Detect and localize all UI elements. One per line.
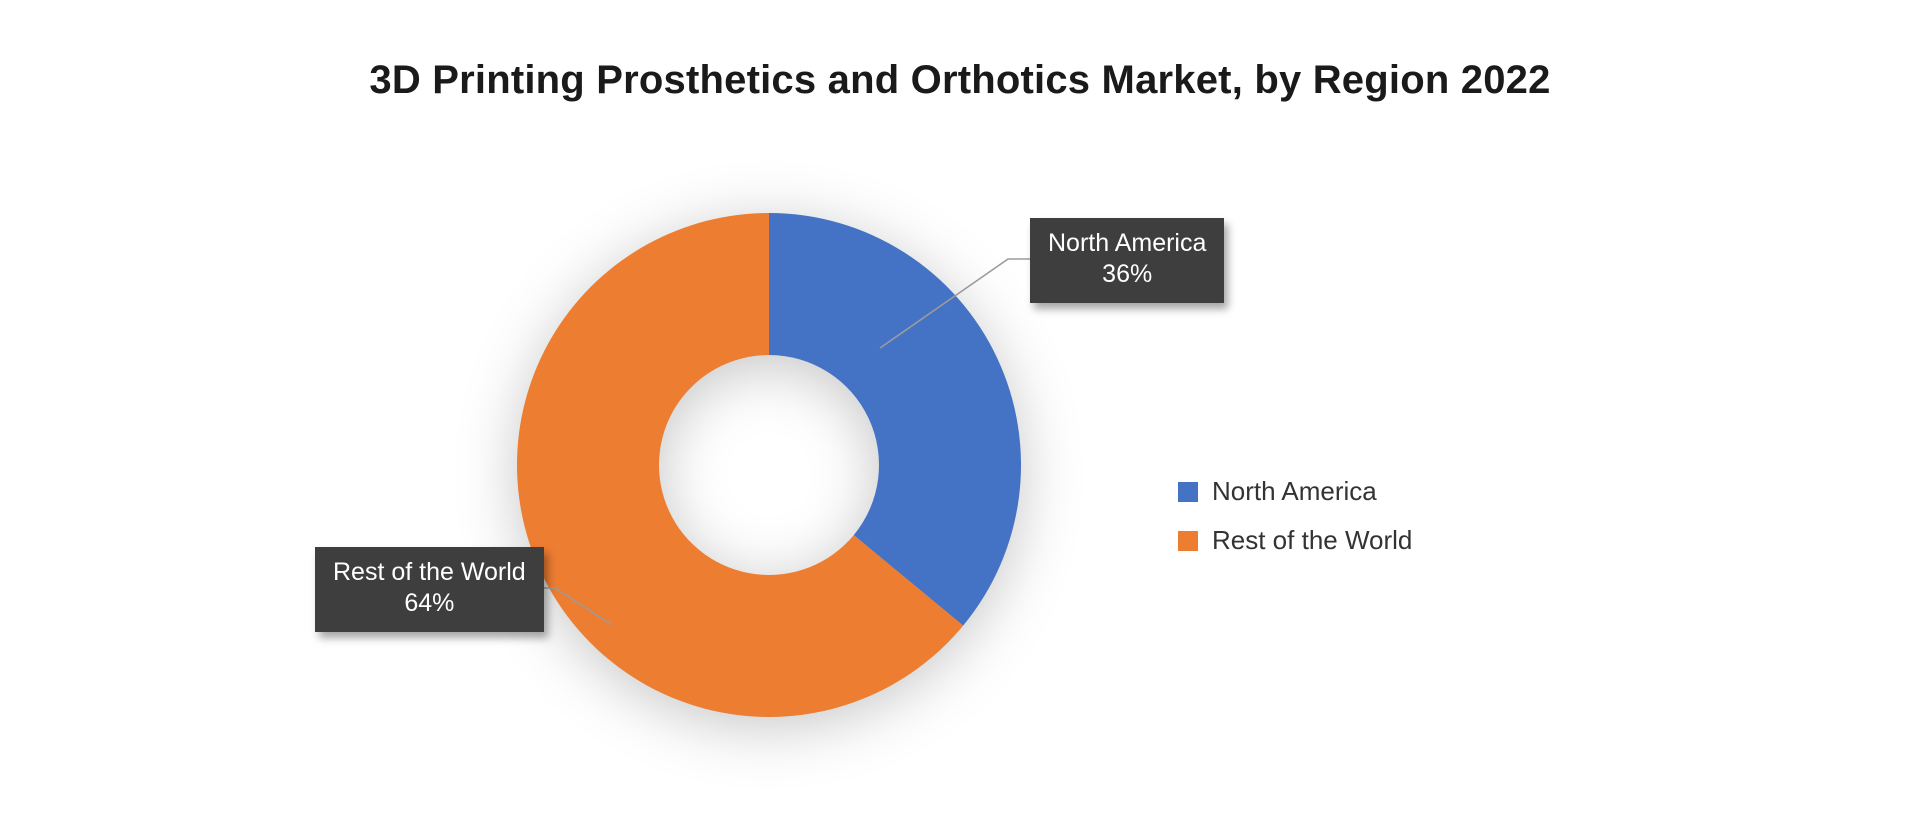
chart-area: North America 36% Rest of the World 64% …: [0, 0, 1920, 818]
callout-value: 64%: [333, 588, 526, 619]
legend-label: North America: [1212, 467, 1377, 516]
chart-stage: 3D Printing Prosthetics and Orthotics Ma…: [0, 0, 1920, 818]
legend-label: Rest of the World: [1212, 516, 1412, 565]
callout-rest-of-world: Rest of the World 64%: [315, 547, 544, 632]
chart-legend: North America Rest of the World: [1178, 467, 1412, 566]
legend-swatch: [1178, 482, 1198, 502]
callout-label: North America: [1048, 228, 1206, 259]
callout-value: 36%: [1048, 259, 1206, 290]
legend-swatch: [1178, 531, 1198, 551]
callout-label: Rest of the World: [333, 557, 526, 588]
legend-item: Rest of the World: [1178, 516, 1412, 565]
callout-north-america: North America 36%: [1030, 218, 1224, 303]
donut-chart: [509, 205, 1029, 725]
donut-slice-na: [769, 213, 1021, 626]
legend-item: North America: [1178, 467, 1412, 516]
